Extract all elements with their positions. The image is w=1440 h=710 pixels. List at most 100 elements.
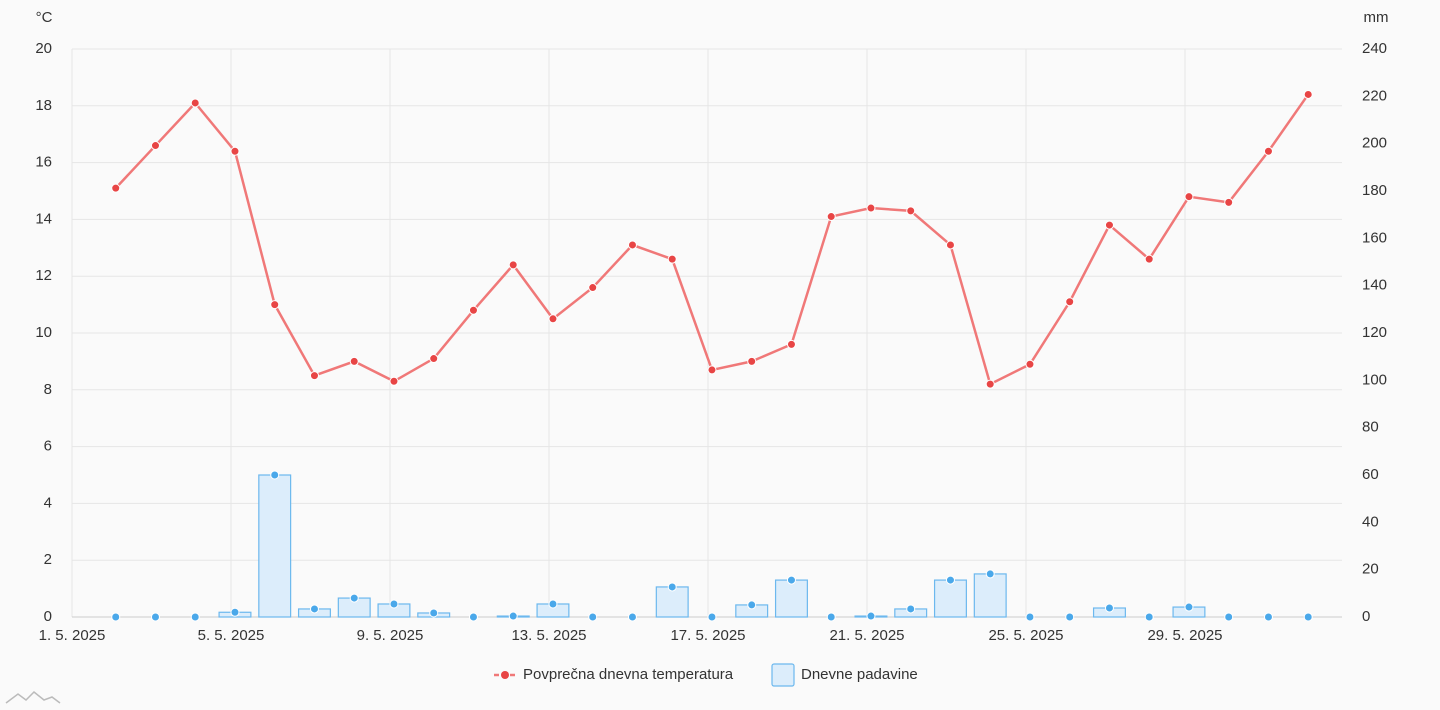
line-marker	[786, 339, 796, 349]
line-marker	[309, 371, 319, 381]
x-tick-label: 9. 5. 2025	[357, 627, 424, 644]
line-marker	[150, 141, 160, 151]
bar-marker	[389, 599, 399, 609]
line-marker	[508, 260, 518, 270]
line-marker	[1144, 254, 1154, 264]
bar-marker	[866, 611, 876, 621]
bar-marker	[747, 600, 757, 610]
bar-marker	[707, 612, 717, 622]
y-tick-label: 2	[44, 551, 52, 568]
line-marker	[270, 300, 280, 310]
line-marker	[1025, 359, 1035, 369]
bar-marker	[627, 612, 637, 622]
legend-label[interactable]: Povprečna dnevna temperatura	[523, 666, 734, 683]
bar-marker	[190, 612, 200, 622]
line-marker	[230, 146, 240, 156]
line-marker	[468, 305, 478, 315]
y2-tick-label: 220	[1362, 87, 1387, 104]
line-marker	[627, 240, 637, 250]
x-tick-label: 17. 5. 2025	[670, 627, 745, 644]
line-marker	[1065, 297, 1075, 307]
bar	[973, 573, 1007, 618]
line-marker	[190, 98, 200, 108]
bar-marker	[1263, 612, 1273, 622]
line-marker	[747, 356, 757, 366]
line-marker	[1184, 192, 1194, 202]
y-tick-label: 6	[44, 438, 52, 455]
y-tick-label: 8	[44, 381, 52, 398]
y2-tick-label: 200	[1362, 135, 1387, 152]
line-marker	[1224, 197, 1234, 207]
bar-marker	[349, 593, 359, 603]
y-tick-label: 12	[35, 267, 52, 284]
bar-marker	[150, 612, 160, 622]
logo	[5, 690, 61, 704]
line-marker	[707, 365, 717, 375]
y2-tick-label: 160	[1362, 229, 1387, 246]
legend-swatch[interactable]	[771, 663, 795, 687]
bar-marker	[1144, 612, 1154, 622]
y-tick-label: 4	[44, 494, 52, 511]
legend-label[interactable]: Dnevne padavine	[801, 666, 918, 683]
y-tick-label: 16	[35, 154, 52, 171]
line-marker	[985, 379, 995, 389]
bar-marker	[1303, 612, 1313, 622]
x-tick-label: 5. 5. 2025	[198, 627, 265, 644]
y2-tick-label: 80	[1362, 419, 1379, 436]
y2-tick-label: 100	[1362, 371, 1387, 388]
x-tick-label: 21. 5. 2025	[829, 627, 904, 644]
bar-marker	[1184, 602, 1194, 612]
line-marker	[548, 314, 558, 324]
line-marker	[111, 183, 121, 193]
line-marker	[1263, 146, 1273, 156]
bar-marker	[270, 470, 280, 480]
line-marker	[945, 240, 955, 250]
y2-tick-label: 0	[1362, 608, 1370, 625]
y2-tick-label: 240	[1362, 40, 1387, 57]
y-tick-label: 18	[35, 97, 52, 114]
line-marker	[429, 354, 439, 364]
line-marker	[906, 206, 916, 216]
bar-marker	[468, 612, 478, 622]
bar	[774, 579, 808, 618]
bar-marker	[985, 569, 995, 579]
x-tick-label: 13. 5. 2025	[511, 627, 586, 644]
line-marker	[349, 356, 359, 366]
line-marker	[1303, 89, 1313, 99]
line-marker	[826, 212, 836, 222]
bar-marker	[945, 575, 955, 585]
bar-marker	[230, 607, 240, 617]
bar-marker	[508, 611, 518, 621]
y-unit: °C	[36, 9, 53, 26]
bar-marker	[588, 612, 598, 622]
line-marker	[667, 254, 677, 264]
bar-marker	[1224, 612, 1234, 622]
x-tick-label: 29. 5. 2025	[1147, 627, 1222, 644]
x-tick-label: 1. 5. 2025	[39, 627, 106, 644]
y-tick-label: 10	[35, 324, 52, 341]
y-tick-label: 0	[44, 608, 52, 625]
y-tick-label: 20	[35, 40, 52, 57]
line-marker	[1104, 220, 1114, 230]
bar-marker	[548, 599, 558, 609]
legend-marker[interactable]	[501, 671, 509, 679]
bar-marker	[429, 608, 439, 618]
y2-tick-label: 60	[1362, 466, 1379, 483]
bar-marker	[1025, 612, 1035, 622]
bar-marker	[1065, 612, 1075, 622]
bar-marker	[826, 612, 836, 622]
bar-marker	[309, 604, 319, 614]
bar-marker	[1104, 603, 1114, 613]
bar	[655, 586, 689, 618]
y-tick-label: 14	[35, 210, 52, 227]
bar-marker	[111, 612, 121, 622]
bar	[933, 579, 967, 618]
x-tick-label: 25. 5. 2025	[988, 627, 1063, 644]
y2-tick-label: 20	[1362, 561, 1379, 578]
y2-tick-label: 180	[1362, 182, 1387, 199]
y2-tick-label: 40	[1362, 513, 1379, 530]
line-marker	[389, 376, 399, 386]
bar-marker	[786, 575, 796, 585]
y2-tick-label: 140	[1362, 277, 1387, 294]
